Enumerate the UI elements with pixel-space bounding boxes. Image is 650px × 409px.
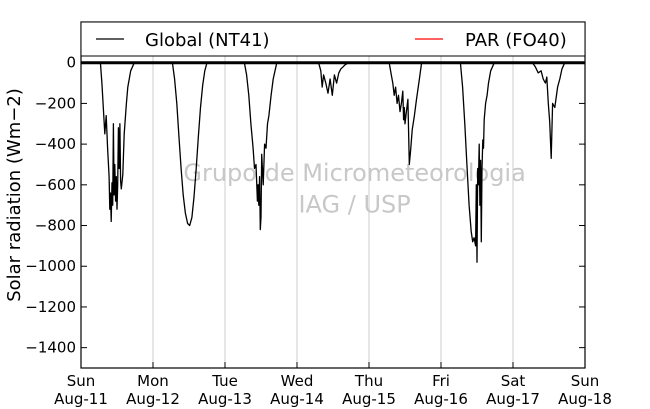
x-tick-date: Aug-12 [126, 390, 180, 408]
x-tick-day: Thu [354, 372, 383, 390]
x-tick-date: Aug-15 [342, 390, 396, 408]
x-tick-day: Sun [67, 372, 96, 390]
x-tick-date: Aug-14 [270, 390, 324, 408]
watermark-line-1: Grupo de Micrometeorologia [183, 159, 525, 187]
vertical-grid [152, 22, 514, 368]
watermark: Grupo de Micrometeorologia IAG / USP [183, 159, 525, 219]
x-tick-date: Aug-16 [414, 390, 468, 408]
y-tick-label: −1200 [25, 298, 76, 316]
y-tick-label: −200 [35, 94, 76, 112]
legend-label-par: PAR (FO40) [465, 30, 567, 51]
x-tick-date: Aug-18 [558, 390, 612, 408]
watermark-line-2: IAG / USP [298, 190, 410, 218]
y-tick-label: −400 [35, 135, 76, 153]
y-axis-title: Solar radiation (Wm−2) [4, 88, 25, 302]
x-axis: SunAug-11MonAug-12TueAug-13WedAug-14ThuA… [54, 362, 612, 408]
y-tick-label: −1000 [25, 257, 76, 275]
series-line-global [81, 62, 585, 263]
x-tick-day: Wed [281, 372, 314, 390]
y-tick-label: −1400 [25, 339, 76, 357]
series-layer [81, 61, 585, 263]
x-tick-day: Tue [211, 372, 238, 390]
x-tick-date: Aug-11 [54, 390, 108, 408]
legend-label-global: Global (NT41) [145, 30, 270, 51]
y-tick-label: 0 [66, 54, 76, 72]
x-tick-date: Aug-13 [198, 390, 252, 408]
y-tick-label: −800 [35, 217, 76, 235]
legend-box [80, 21, 586, 57]
x-tick-day: Fri [432, 372, 450, 390]
y-axis: 0 −200 −400 −600 −800 −1000 −1200 −1400 [25, 54, 585, 357]
x-tick-date: Aug-17 [486, 390, 540, 408]
y-tick-label: −600 [35, 176, 76, 194]
x-tick-day: Mon [137, 372, 169, 390]
x-tick-day: Sun [571, 372, 600, 390]
legend: Global (NT41) PAR (FO40) [80, 21, 586, 57]
x-tick-day: Sat [501, 372, 526, 390]
